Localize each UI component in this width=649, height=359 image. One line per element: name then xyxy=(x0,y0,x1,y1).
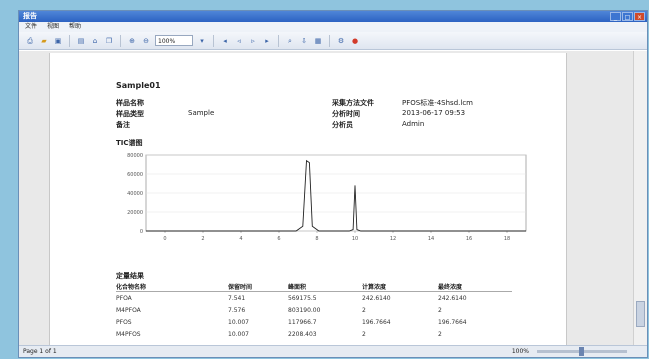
table-cell: 2 xyxy=(438,307,442,314)
table-cell: 10.007 xyxy=(228,319,249,326)
sample-title: Sample01 xyxy=(116,81,161,90)
find-icon[interactable]: ⌕ xyxy=(288,36,292,45)
info-label: 分析时间 xyxy=(332,110,360,118)
close-button[interactable]: × xyxy=(634,12,645,21)
x-tick-label: 12 xyxy=(390,236,396,242)
y-tick-label: 40000 xyxy=(127,191,143,197)
x-tick-label: 8 xyxy=(315,236,318,242)
zoom-level: 100% xyxy=(511,348,529,355)
table-cell: M4PFOS xyxy=(116,331,141,338)
table-header: 峰面积 xyxy=(288,284,307,291)
table-cell: 196.7664 xyxy=(438,319,467,326)
x-tick-label: 16 xyxy=(466,236,472,242)
y-tick-label: 0 xyxy=(140,229,143,235)
table-cell: 2 xyxy=(438,331,442,338)
zoom-select[interactable]: 100% xyxy=(155,35,193,46)
table-cell: 2208.403 xyxy=(288,331,317,338)
zoom-slider[interactable] xyxy=(537,347,627,356)
settings-icon[interactable]: ⚙ xyxy=(337,36,345,45)
menu-help[interactable]: 帮助 xyxy=(69,23,82,30)
table-cell: PFOS xyxy=(116,319,132,326)
vertical-scrollbar[interactable] xyxy=(633,51,647,347)
results-section-title: 定量结果 xyxy=(116,272,144,280)
x-tick-label: 4 xyxy=(239,236,242,242)
print-icon[interactable]: ⎙ xyxy=(27,36,33,45)
report-page: Sample01 样品名称 样品类型 Sample 备注 采集方法文件 PFOS… xyxy=(49,53,567,347)
info-label: 样品类型 xyxy=(116,110,144,118)
x-tick-label: 6 xyxy=(277,236,280,242)
info-value: Sample xyxy=(188,109,215,117)
table-header: 化合物名称 xyxy=(116,284,147,291)
table-cell: 2 xyxy=(362,331,366,338)
info-value: 2013-06-17 09:53 xyxy=(402,109,466,117)
last-page-icon[interactable]: ▸ xyxy=(265,36,269,45)
export-icon[interactable]: ⇩ xyxy=(301,36,307,45)
table-header-rule xyxy=(116,291,512,292)
table-cell: 7.576 xyxy=(228,307,246,314)
next-page-icon[interactable]: ▹ xyxy=(251,36,255,45)
table-cell: 242.6140 xyxy=(362,295,391,302)
menu-bar: 文件 视图 帮助 xyxy=(19,22,647,32)
tic-chart: 80000 60000 40000 20000 0 0 2 4 6 8 10 12 14 16 18 xyxy=(127,153,527,242)
x-tick-label: 0 xyxy=(163,236,166,242)
prev-page-icon[interactable]: ◃ xyxy=(237,36,241,45)
maximize-button[interactable]: □ xyxy=(622,12,633,21)
info-label: 备注 xyxy=(116,121,130,129)
table-cell: 803190.00 xyxy=(288,307,321,314)
title-bar: 报告 _ □ × xyxy=(19,11,647,22)
open-icon[interactable]: ▰ xyxy=(41,36,47,45)
save-icon[interactable]: ▣ xyxy=(54,36,62,45)
y-tick-label: 60000 xyxy=(127,172,143,178)
menu-view[interactable]: 视图 xyxy=(47,23,60,30)
page-indicator: Page 1 of 1 xyxy=(23,348,57,355)
zoom-out-icon[interactable]: ⊖ xyxy=(143,36,149,45)
print-preview-icon[interactable]: ⌂ xyxy=(92,36,98,45)
y-tick-label: 20000 xyxy=(127,210,143,216)
zoom-slider-knob[interactable] xyxy=(579,347,584,356)
scroll-thumb[interactable] xyxy=(636,301,645,327)
stop-icon[interactable]: ● xyxy=(351,36,359,45)
chevron-down-icon[interactable]: ▾ xyxy=(200,36,204,45)
info-label: 分析员 xyxy=(332,121,353,129)
x-tick-label: 2 xyxy=(201,236,204,242)
report-window: 报告 _ □ × 文件 视图 帮助 ⎙ ▰ ▣ ▤ ⌂ ❐ ⊕ ⊖ 100% ▾… xyxy=(18,10,648,358)
copy-icon[interactable]: ❐ xyxy=(105,36,113,45)
x-tick-label: 14 xyxy=(428,236,434,242)
first-page-icon[interactable]: ◂ xyxy=(223,36,227,45)
info-value: Admin xyxy=(402,120,425,128)
table-cell: 242.6140 xyxy=(438,295,467,302)
menu-file[interactable]: 文件 xyxy=(25,23,38,30)
table-header: 保留时间 xyxy=(228,284,253,291)
chart-section-title: TIC谱图 xyxy=(116,139,143,147)
toolbar: ⎙ ▰ ▣ ▤ ⌂ ❐ ⊕ ⊖ 100% ▾ ◂ ◃ ▹ ▸ ⌕ ⇩ ▦ ⚙ ● xyxy=(19,32,647,50)
page-setup-icon[interactable]: ▤ xyxy=(77,36,85,45)
table-cell: 569175.5 xyxy=(288,295,317,302)
table-header: 计算浓度 xyxy=(362,284,387,291)
table-cell: 7.541 xyxy=(228,295,246,302)
info-label: 采集方法文件 xyxy=(332,99,374,107)
layout-icon[interactable]: ▦ xyxy=(314,36,322,45)
table-cell: 2 xyxy=(362,307,366,314)
table-cell: 117966.7 xyxy=(288,319,317,326)
table-header: 最终浓度 xyxy=(438,284,463,291)
x-tick-label: 10 xyxy=(352,236,358,242)
zoom-in-icon[interactable]: ⊕ xyxy=(129,36,135,45)
table-cell: M4PFOA xyxy=(116,307,141,314)
table-cell: 196.7664 xyxy=(362,319,391,326)
report-viewport[interactable]: Sample01 样品名称 样品类型 Sample 备注 采集方法文件 PFOS… xyxy=(19,51,633,347)
table-cell: PFOA xyxy=(116,295,132,302)
status-bar: Page 1 of 1 100% xyxy=(19,345,647,357)
tic-series-line xyxy=(146,159,526,232)
info-label: 样品名称 xyxy=(116,99,144,107)
y-tick-label: 80000 xyxy=(127,153,143,159)
table-cell: 10.007 xyxy=(228,331,249,338)
minimize-button[interactable]: _ xyxy=(610,12,621,21)
window-title: 报告 xyxy=(23,12,37,20)
x-tick-label: 18 xyxy=(504,236,510,242)
info-value: PFOS标准-4Shsd.lcm xyxy=(402,99,473,107)
